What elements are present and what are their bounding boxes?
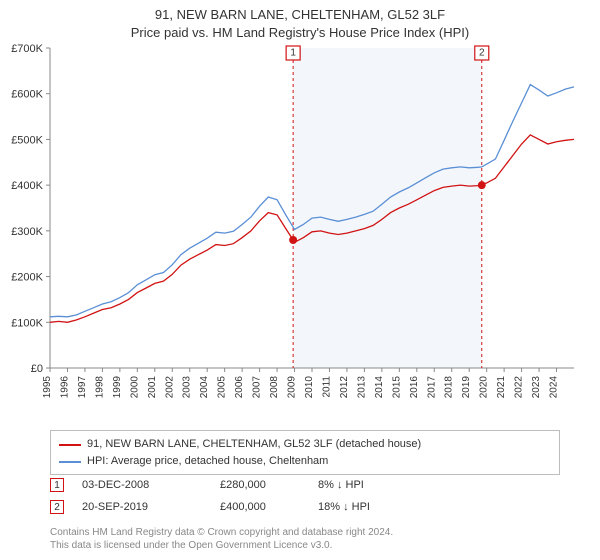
svg-text:£400K: £400K <box>11 180 43 192</box>
svg-text:2013: 2013 <box>356 376 367 399</box>
svg-text:1997: 1997 <box>77 376 88 399</box>
svg-text:£600K: £600K <box>11 89 43 101</box>
svg-text:£100K: £100K <box>11 317 43 329</box>
legend-label-1: 91, NEW BARN LANE, CHELTENHAM, GL52 3LF … <box>87 436 421 453</box>
svg-text:2008: 2008 <box>269 376 280 399</box>
legend-label-2: HPI: Average price, detached house, Chel… <box>87 453 328 470</box>
svg-text:2017: 2017 <box>426 376 437 399</box>
svg-text:2019: 2019 <box>461 376 472 399</box>
svg-text:1995: 1995 <box>42 376 53 399</box>
svg-text:2007: 2007 <box>252 376 263 399</box>
svg-text:2003: 2003 <box>182 376 193 399</box>
sale-pct-2: 18% ↓ HPI <box>318 501 408 513</box>
svg-text:2004: 2004 <box>199 376 210 399</box>
svg-text:1999: 1999 <box>112 376 123 399</box>
svg-text:1: 1 <box>290 48 296 59</box>
chart-title: 91, NEW BARN LANE, CHELTENHAM, GL52 3LF … <box>0 0 600 41</box>
title-line-2: Price paid vs. HM Land Registry's House … <box>0 24 600 42</box>
legend-swatch-2 <box>59 461 81 463</box>
svg-text:£0: £0 <box>31 363 43 375</box>
sale-marker-1: 1 <box>50 478 64 492</box>
svg-text:£500K: £500K <box>11 134 43 146</box>
sale-date-2: 20-SEP-2019 <box>82 501 202 513</box>
svg-text:2014: 2014 <box>374 376 385 399</box>
svg-text:1996: 1996 <box>59 376 70 399</box>
svg-text:2011: 2011 <box>321 376 332 398</box>
sale-pct-1: 8% ↓ HPI <box>318 479 408 491</box>
svg-text:£700K: £700K <box>11 43 43 55</box>
svg-text:2001: 2001 <box>147 376 158 399</box>
svg-text:2000: 2000 <box>129 376 140 399</box>
svg-text:£300K: £300K <box>11 226 43 238</box>
legend-row-series-2: HPI: Average price, detached house, Chel… <box>59 453 551 470</box>
chart-container: 91, NEW BARN LANE, CHELTENHAM, GL52 3LF … <box>0 0 600 560</box>
legend: 91, NEW BARN LANE, CHELTENHAM, GL52 3LF … <box>50 430 560 475</box>
svg-text:2009: 2009 <box>287 376 298 399</box>
svg-text:2: 2 <box>479 48 485 59</box>
svg-text:2006: 2006 <box>234 376 245 399</box>
chart-plot-area: £0 £100K £200K £300K £400K £500K £600K £700K 199… <box>0 42 600 422</box>
svg-text:2005: 2005 <box>217 376 228 399</box>
svg-text:2010: 2010 <box>304 376 315 399</box>
sale-marker-2: 2 <box>50 500 64 514</box>
sales-row-1: 1 03-DEC-2008 £280,000 8% ↓ HPI <box>50 474 560 496</box>
chart-svg: £0 £100K £200K £300K £400K £500K £600K £700K 199… <box>0 42 600 422</box>
sales-table: 1 03-DEC-2008 £280,000 8% ↓ HPI 2 20-SEP… <box>50 474 560 518</box>
sale-date-1: 03-DEC-2008 <box>82 479 202 491</box>
svg-text:2021: 2021 <box>496 376 507 399</box>
svg-text:2016: 2016 <box>409 376 420 399</box>
svg-text:1998: 1998 <box>94 376 105 399</box>
svg-text:2015: 2015 <box>391 376 402 399</box>
svg-text:2018: 2018 <box>444 376 455 399</box>
sale-price-2: £400,000 <box>220 501 300 513</box>
footnote-line-2: This data is licensed under the Open Gov… <box>50 539 560 552</box>
svg-text:2020: 2020 <box>479 376 490 399</box>
svg-text:2024: 2024 <box>549 376 560 399</box>
svg-text:2002: 2002 <box>164 376 175 399</box>
footnote-line-1: Contains HM Land Registry data © Crown c… <box>50 526 560 539</box>
footnote: Contains HM Land Registry data © Crown c… <box>50 526 560 552</box>
sale-price-1: £280,000 <box>220 479 300 491</box>
legend-row-series-1: 91, NEW BARN LANE, CHELTENHAM, GL52 3LF … <box>59 436 551 453</box>
svg-text:2012: 2012 <box>339 376 350 399</box>
title-line-1: 91, NEW BARN LANE, CHELTENHAM, GL52 3LF <box>0 6 600 24</box>
svg-text:2022: 2022 <box>514 376 525 399</box>
sales-row-2: 2 20-SEP-2019 £400,000 18% ↓ HPI <box>50 496 560 518</box>
legend-swatch-1 <box>59 444 81 446</box>
svg-text:2023: 2023 <box>531 376 542 399</box>
svg-text:£200K: £200K <box>11 272 43 284</box>
